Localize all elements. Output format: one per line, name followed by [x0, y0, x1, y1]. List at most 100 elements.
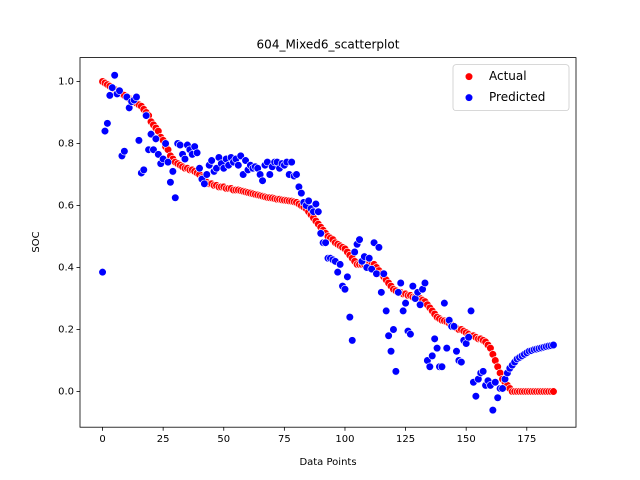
point: [420, 278, 430, 288]
point: [340, 285, 350, 294]
point: [464, 333, 473, 342]
point: [314, 207, 323, 216]
point: [161, 139, 170, 148]
plot-frame: [79, 57, 577, 428]
point: [440, 299, 449, 308]
point: [103, 119, 112, 128]
point: [292, 170, 301, 179]
point: [430, 334, 439, 343]
point: [428, 351, 437, 360]
x-tick-label: 150: [457, 434, 476, 445]
point: [166, 178, 175, 187]
point: [491, 378, 500, 387]
point: [336, 260, 345, 269]
point: [98, 268, 107, 277]
point: [384, 331, 393, 340]
legend-marker: [464, 93, 474, 102]
x-tick-label: 125: [396, 434, 415, 445]
point: [142, 111, 151, 120]
y-tick-label: 0.4: [58, 263, 74, 274]
y-tick-label: 1.0: [58, 76, 74, 87]
x-tick-label: 100: [335, 434, 354, 445]
point: [304, 196, 313, 205]
point: [345, 313, 354, 322]
point: [348, 336, 357, 345]
point: [479, 367, 488, 376]
point: [115, 86, 124, 95]
point: [452, 347, 461, 356]
point: [442, 344, 451, 353]
point: [321, 238, 330, 247]
point: [488, 406, 497, 415]
point: [389, 325, 398, 334]
point: [372, 269, 381, 278]
x-axis-label: Data Points: [299, 457, 356, 468]
point: [379, 269, 388, 278]
point: [180, 154, 190, 164]
legend-marker: [464, 72, 474, 81]
point: [163, 157, 173, 167]
point: [151, 134, 160, 143]
point: [437, 362, 447, 371]
point: [466, 306, 476, 316]
point: [350, 247, 359, 257]
x-tick-label: 175: [517, 434, 536, 445]
point: [287, 157, 296, 167]
point: [105, 91, 114, 100]
point: [396, 278, 405, 288]
y-tick-label: 0.0: [58, 387, 74, 398]
point: [498, 384, 507, 393]
point: [399, 306, 408, 316]
point: [386, 347, 396, 356]
point: [168, 167, 177, 176]
x-tick-label: 0: [99, 434, 105, 445]
point: [192, 148, 202, 157]
point: [365, 254, 374, 263]
y-tick-label: 0.8: [58, 138, 74, 149]
point: [449, 322, 459, 331]
point: [171, 193, 180, 202]
point: [355, 235, 364, 244]
point: [195, 164, 204, 173]
point: [382, 306, 391, 316]
point: [139, 165, 148, 174]
x-tick-label: 75: [278, 434, 291, 445]
point: [120, 147, 129, 156]
point: [416, 300, 425, 309]
chart-title: 604_Mixed6_scatterplot: [257, 38, 400, 52]
point: [471, 392, 480, 401]
point: [234, 161, 243, 170]
legend-box: [452, 64, 570, 111]
point: [200, 179, 209, 188]
point: [549, 340, 558, 350]
point: [493, 393, 502, 402]
point: [108, 83, 117, 92]
point: [134, 136, 144, 145]
point: [311, 199, 320, 209]
point: [343, 272, 352, 281]
point: [316, 229, 325, 238]
point: [333, 268, 342, 277]
point: [202, 170, 211, 179]
point: [391, 367, 400, 376]
x-tick-label: 50: [217, 434, 230, 445]
point: [297, 188, 306, 198]
point: [176, 140, 185, 150]
point: [207, 156, 216, 165]
point: [406, 330, 415, 339]
legend-label: Predicted: [489, 90, 545, 104]
point: [425, 362, 434, 371]
point: [457, 357, 466, 367]
point: [258, 176, 267, 185]
point: [132, 92, 141, 102]
point: [377, 288, 386, 297]
point: [549, 387, 558, 396]
point: [408, 282, 417, 291]
point: [110, 71, 119, 80]
x-tick-label: 25: [157, 434, 170, 445]
point: [394, 288, 403, 297]
y-tick-label: 0.6: [58, 201, 74, 212]
point: [432, 344, 442, 353]
y-tick-label: 0.2: [58, 325, 74, 336]
